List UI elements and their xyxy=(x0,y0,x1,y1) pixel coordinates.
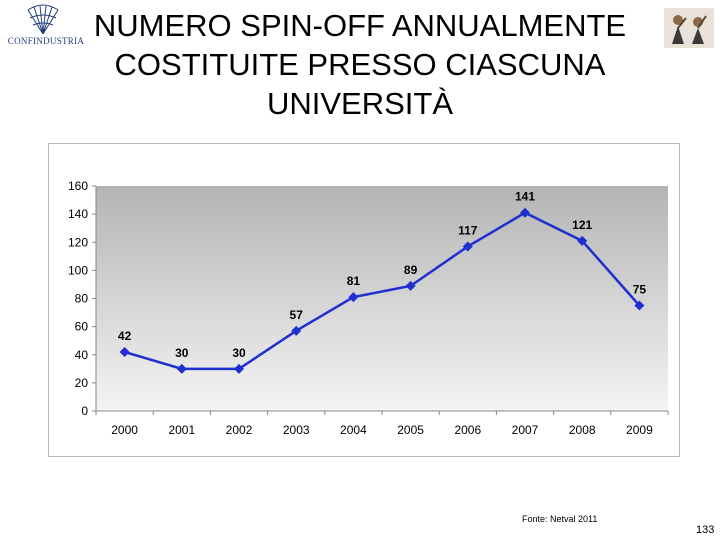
x-tick-label: 2004 xyxy=(340,423,367,437)
y-tick-label: 60 xyxy=(75,320,89,334)
data-point-marker xyxy=(348,292,359,303)
data-label: 141 xyxy=(515,190,535,204)
data-point-marker xyxy=(462,241,473,252)
data-point-marker xyxy=(634,300,645,311)
x-tick-label: 2007 xyxy=(512,423,539,437)
x-tick-label: 2001 xyxy=(168,423,195,437)
data-label: 81 xyxy=(347,274,361,288)
source-note: Fonte: Netval 2011 xyxy=(522,514,598,524)
y-tick-label: 140 xyxy=(68,207,88,221)
logo-text: CONFINDUSTRIA xyxy=(7,36,85,46)
data-point-marker xyxy=(577,235,588,246)
data-label: 30 xyxy=(232,346,246,360)
slide-title: NUMERO SPIN-OFF ANNUALMENTE COSTITUITE P… xyxy=(90,6,630,123)
x-tick-label: 2008 xyxy=(569,423,596,437)
y-tick-label: 20 xyxy=(75,376,89,390)
x-tick-label: 2009 xyxy=(626,423,653,437)
chart-frame: 0 20 40 60 80 100 120 140 160 2000 2001 2002 2003 200… xyxy=(48,143,680,457)
y-tick-label: 120 xyxy=(68,235,88,249)
data-label: 89 xyxy=(404,263,418,277)
data-point-marker xyxy=(176,363,187,374)
title-line: COSTITUITE PRESSO CIASCUNA xyxy=(114,47,606,82)
series-line xyxy=(124,211,641,371)
y-tick-label: 0 xyxy=(81,404,88,418)
y-tick-label: 100 xyxy=(68,263,88,277)
data-point-marker xyxy=(119,346,130,357)
data-label: 42 xyxy=(118,329,132,343)
y-tick-label: 40 xyxy=(75,348,89,362)
data-label: 117 xyxy=(458,223,478,237)
plot-area xyxy=(96,186,668,411)
data-point-marker xyxy=(520,207,530,218)
data-point-marker xyxy=(234,363,244,374)
data-label: 30 xyxy=(175,346,189,360)
confindustria-logo: CONFINDUSTRIA xyxy=(6,4,84,52)
data-label: 121 xyxy=(572,218,592,232)
corner-decoration-image xyxy=(664,8,714,48)
x-tick-label: 2000 xyxy=(111,423,138,437)
line-chart: 0 20 40 60 80 100 120 140 160 2000 2001 2002 2003 200… xyxy=(68,179,669,437)
y-tick-label: 80 xyxy=(75,292,89,306)
shell-emblem-icon xyxy=(27,4,59,35)
x-tick-label: 2003 xyxy=(283,423,310,437)
page-number: 133 xyxy=(696,524,715,536)
title-line: NUMERO SPIN-OFF ANNUALMENTE xyxy=(93,8,627,43)
title-line: UNIVERSITÀ xyxy=(266,86,454,121)
data-point-marker xyxy=(291,325,302,336)
x-tick-label: 2005 xyxy=(397,423,424,437)
y-tick-label: 160 xyxy=(68,179,88,193)
data-label: 57 xyxy=(290,308,304,322)
data-label: 75 xyxy=(633,283,647,297)
x-tick-label: 2006 xyxy=(454,423,481,437)
x-tick-label: 2002 xyxy=(226,423,253,437)
data-point-marker xyxy=(405,280,416,291)
